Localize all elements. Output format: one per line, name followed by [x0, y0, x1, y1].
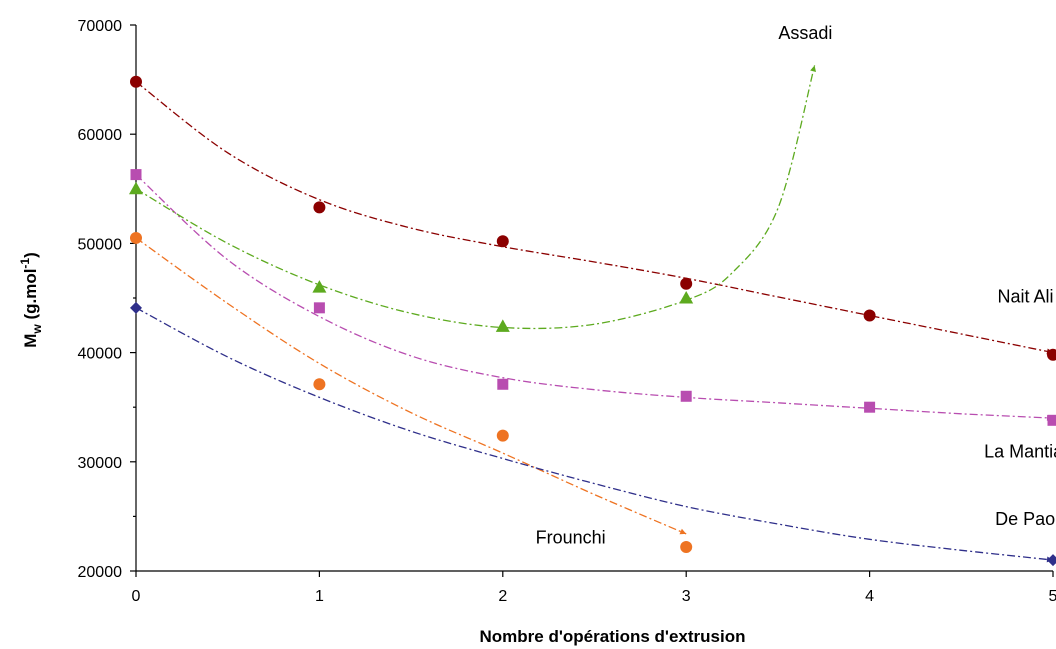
data-point-la-mantia	[497, 378, 509, 390]
data-point-la-mantia	[680, 390, 692, 402]
data-point-nait-ali	[1047, 348, 1056, 361]
x-tick-label: 3	[682, 588, 691, 605]
data-point-la-mantia	[1047, 414, 1056, 426]
series-label-de-paoli: De Paoli	[995, 509, 1056, 529]
data-point-de-paoli	[130, 301, 142, 314]
data-markers	[129, 75, 1056, 567]
trend-line-la-mantia	[135, 174, 1054, 419]
data-point-nait-ali	[130, 75, 142, 88]
data-point-frounchi	[680, 540, 693, 553]
y-tick-label: 30000	[78, 455, 123, 472]
data-point-la-mantia	[313, 302, 325, 314]
x-tick-label: 1	[315, 588, 324, 605]
axes	[130, 24, 1054, 577]
data-point-frounchi	[313, 378, 326, 391]
data-point-de-paoli	[1047, 554, 1056, 567]
trend-lines	[135, 65, 1054, 563]
labels: 20000 30000 40000 50000 60000 70000 0 1 2 3 4 5 Nomb…	[18, 18, 1056, 646]
y-tick-label: 40000	[78, 346, 123, 363]
data-point-frounchi	[130, 231, 142, 244]
data-point-nait-ali	[313, 201, 326, 214]
data-point-assadi	[129, 181, 143, 195]
x-tick-label: 2	[498, 588, 507, 605]
series-label-nait-ali: Nait Ali	[997, 286, 1053, 306]
series-label-la-mantia: La Mantia	[984, 441, 1056, 461]
y-tick-label: 20000	[78, 564, 123, 581]
trend-line-assadi	[135, 65, 816, 330]
data-point-nait-ali	[863, 309, 876, 322]
trend-line-nait-ali	[135, 81, 1054, 354]
x-tick-label: 5	[1049, 588, 1056, 605]
data-point-frounchi	[496, 429, 509, 442]
series-label-assadi: Assadi	[778, 23, 832, 43]
data-point-nait-ali	[496, 235, 509, 248]
data-point-assadi	[312, 280, 327, 293]
trend-arrow-assadi	[810, 65, 816, 72]
x-axis-title: Nombre d'opérations d'extrusion	[480, 627, 746, 646]
data-point-assadi	[679, 291, 694, 304]
trend-arrow-frounchi	[679, 528, 687, 535]
trend-line-de-paoli	[135, 307, 1054, 561]
series-label-frounchi: Frounchi	[536, 528, 606, 548]
x-tick-label: 0	[132, 588, 141, 605]
data-point-assadi	[495, 319, 510, 332]
y-tick-label: 50000	[78, 236, 123, 253]
y-tick-label: 70000	[78, 18, 123, 35]
y-axis-title: Mw (g.mol-1)	[18, 252, 44, 348]
y-tick-label: 60000	[78, 127, 123, 144]
data-point-la-mantia	[864, 401, 876, 413]
data-point-la-mantia	[130, 169, 142, 181]
trend-line-frounchi	[135, 237, 687, 535]
x-tick-label: 4	[865, 588, 874, 605]
data-point-nait-ali	[680, 277, 693, 290]
